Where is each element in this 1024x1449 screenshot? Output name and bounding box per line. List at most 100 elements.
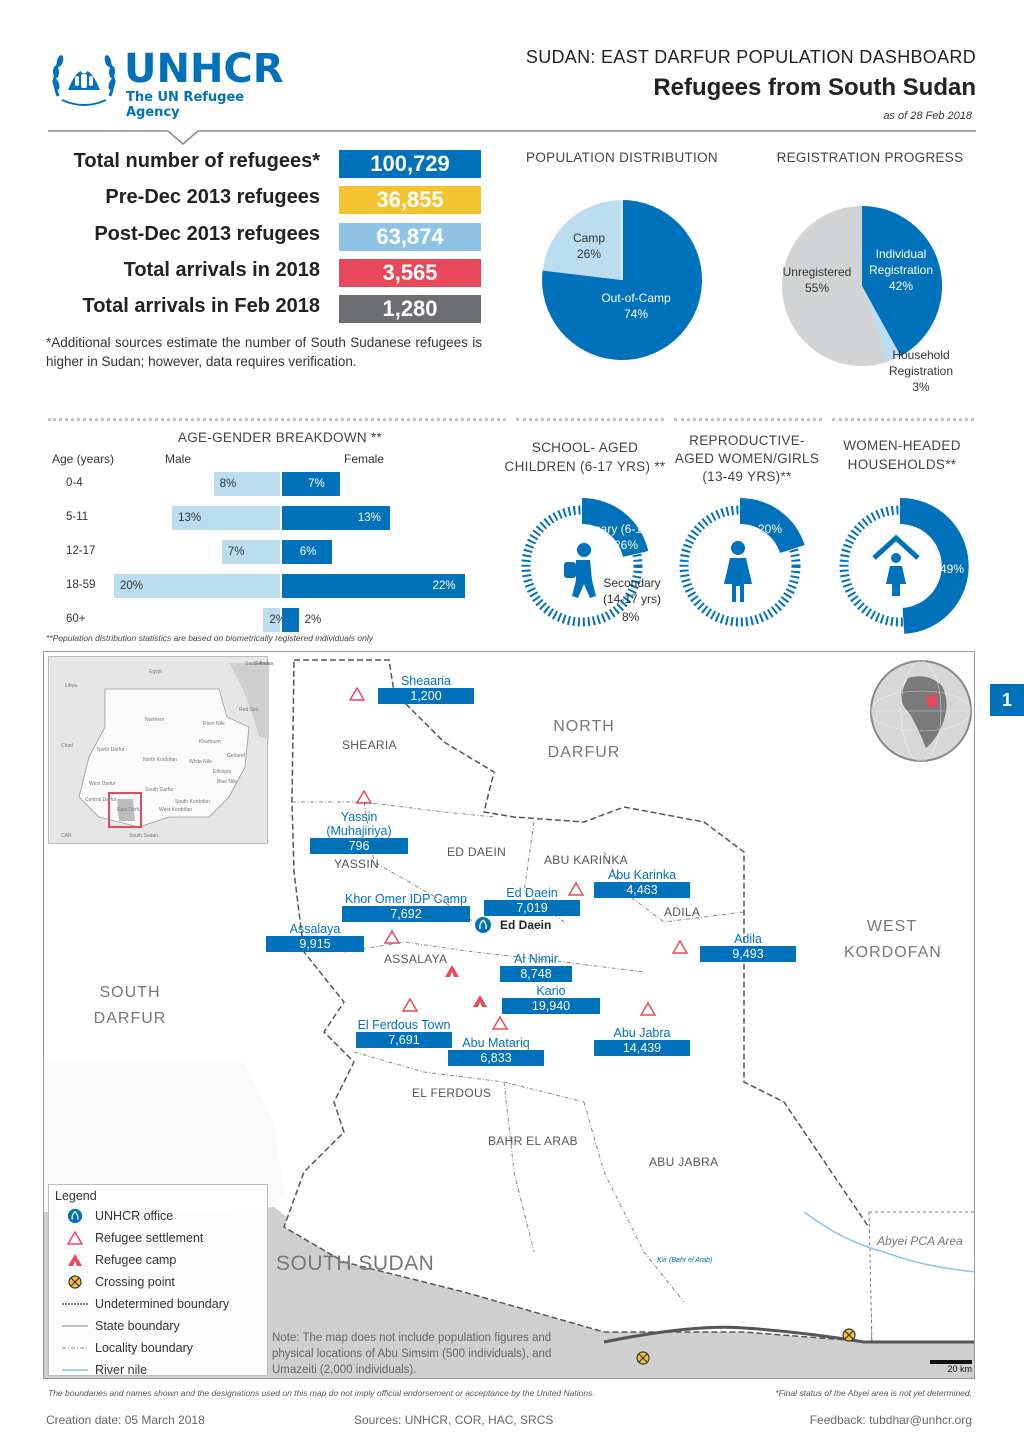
map-site: El Ferdous Town 7,691 — [356, 1018, 452, 1048]
section-divider — [832, 418, 974, 421]
locality-boundary-line — [62, 1347, 88, 1349]
legend-item: Locality boundary — [55, 1337, 261, 1359]
site-name: Ed Daein — [506, 886, 558, 900]
disclaimer-right: *Final status of the Abyei area is not y… — [775, 1388, 972, 1398]
female-bar-label: 7% — [308, 478, 325, 490]
site-value: 19,940 — [502, 998, 600, 1014]
stat-label: Post-Dec 2013 refugees — [94, 223, 320, 245]
section-divider — [48, 418, 506, 421]
legend-item: River nile — [55, 1359, 261, 1378]
map-site: Abu Matariq 6,833 — [448, 1036, 544, 1066]
site-name: El Ferdous Town — [357, 1018, 451, 1032]
female-bar-label: 22% — [432, 580, 456, 592]
inset-label: Blue Nile — [217, 779, 238, 785]
footer-sources: Sources: UNHCR, COR, HAC, SRCS — [354, 1413, 554, 1427]
unhcr-office-icon — [67, 1208, 83, 1224]
map-site: Al Nimir 8,748 — [500, 952, 572, 982]
map-frame: Libya Egypt Chad Northern River Nile Red Sea E… — [43, 651, 975, 1379]
region-abyei: Abyei PCA Area — [877, 1234, 963, 1248]
office-label: Ed Daein — [500, 918, 552, 932]
secondary-label: Secondary (14-17 yrs) — [602, 576, 661, 606]
locality-shearia: SHEARIA — [342, 738, 397, 752]
footer-feedback[interactable]: Feedback: tubdhar@unhcr.org — [809, 1413, 972, 1427]
inset-label: West Darfur — [89, 781, 116, 787]
unhcr-office-icon — [475, 917, 491, 933]
inset-label: Central Darfur — [85, 797, 117, 803]
crossing-point-icon — [68, 1275, 82, 1289]
org-tagline: The UN Refugee Agency — [126, 90, 245, 120]
primary-label: Primary (6-13 yrs) — [576, 522, 673, 536]
female-bar — [282, 574, 465, 598]
female-bar-label: 13% — [357, 512, 381, 524]
inset-label: East Darfur — [117, 807, 143, 813]
site-value: 1,200 — [378, 688, 474, 704]
site-value: 14,439 — [594, 1040, 690, 1056]
child-with-backpack-icon — [564, 543, 596, 598]
pie-slice-out-of-camp — [542, 200, 703, 361]
inset-label: White Nile — [189, 759, 212, 765]
map-site: Adila 9,493 — [700, 932, 796, 962]
age-gender-footnote: **Population distribution statistics are… — [46, 633, 373, 643]
refugee-settlement-icon — [640, 1002, 656, 1016]
site-value: 6,833 — [448, 1050, 544, 1066]
stat-label: Pre-Dec 2013 refugees — [105, 186, 320, 208]
page-badge: 1 — [990, 684, 1024, 716]
locality-ed-daein: ED DAEIN — [447, 845, 507, 859]
globe-locator — [870, 660, 972, 762]
inset-label: Chad — [61, 743, 73, 749]
female-bar-label: 6% — [299, 546, 317, 558]
map-site: Ed Daein 7,019 — [484, 886, 580, 916]
stat-value-arrivals-feb: 1,280 — [339, 295, 481, 323]
female-bar — [282, 506, 390, 530]
page-title: Refugees from South Sudan — [653, 74, 976, 101]
donut-reproductive-arc — [740, 498, 805, 553]
stat-value-arrivals-2018: 3,565 — [339, 259, 481, 287]
inset-label: Gedaref — [227, 753, 246, 759]
col-age: Age (years) — [52, 452, 115, 466]
inset-label: Libya — [65, 683, 77, 689]
river-line — [62, 1369, 88, 1371]
refugee-settlement-icon — [568, 882, 584, 896]
org-name: UNHCR — [124, 46, 284, 92]
inset-label: South Darfur — [145, 787, 174, 793]
pie-slice-unregistered — [782, 206, 887, 366]
registration-progress-title: REGISTRATION PROGRESS — [776, 150, 964, 165]
inset-label: Eritrea — [255, 661, 270, 667]
refugee-camp-icon — [445, 965, 459, 977]
site-value: 7,692 — [342, 906, 470, 922]
inset-label: North Kordofan — [143, 757, 177, 763]
male-bar-label: 8% — [219, 478, 237, 490]
male-bar-label: 7% — [227, 546, 245, 558]
site-value: 8,748 — [500, 966, 572, 982]
legend-item: Refugee camp — [55, 1249, 261, 1271]
site-name: Al Nimir — [514, 952, 558, 966]
site-value: 9,915 — [266, 936, 364, 952]
reproductive-donut — [679, 498, 805, 627]
stats-note: *Additional sources estimate the number … — [46, 335, 482, 369]
map-note: Note: The map does not include populatio… — [272, 1332, 552, 1376]
scale-bar: 20 km — [930, 1360, 972, 1378]
region-south-sudan: SOUTH SUDAN — [276, 1252, 435, 1275]
refugee-settlement-icon — [384, 930, 400, 944]
inset-label: West Kordofan — [159, 807, 192, 813]
pie-slice-individual — [862, 205, 943, 357]
legend-item: Crossing point — [55, 1271, 261, 1293]
pie-slice-camp — [542, 200, 622, 280]
legend-title: Legend — [55, 1189, 97, 1203]
site-name: Abu Karinka — [607, 868, 677, 882]
refugee-camp-icon — [473, 995, 487, 1007]
refugee-settlement-icon — [67, 1231, 83, 1245]
primary-value: 26% — [614, 538, 639, 552]
map-site: Sheaaria 1,200 — [378, 674, 474, 704]
legend-item: State boundary — [55, 1315, 261, 1337]
inset-label: CAR — [61, 833, 72, 839]
unhcr-logo: UNHCR The UN Refugee Agency — [48, 46, 298, 120]
unhcr-emblem-icon — [52, 55, 116, 106]
male-bar — [221, 540, 280, 564]
stat-label: Total number of refugees* — [73, 150, 320, 172]
house-woman-icon — [872, 534, 920, 596]
site-name: Adila — [734, 932, 762, 946]
site-value: 796 — [310, 838, 408, 854]
pie-slice-household — [862, 286, 901, 362]
legend-item: Undetermined boundary — [55, 1293, 261, 1315]
